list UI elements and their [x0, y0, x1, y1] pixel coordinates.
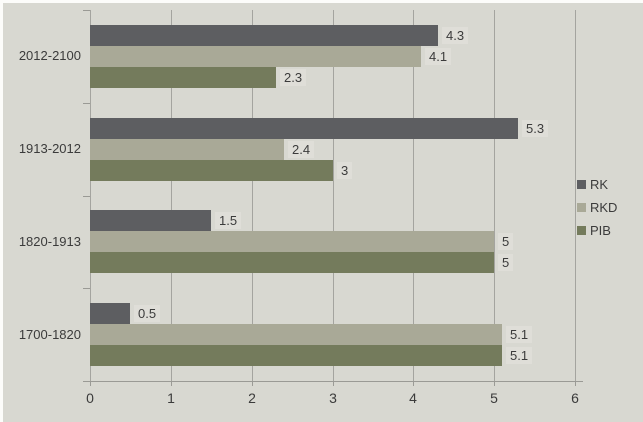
- x-axis-tick: [494, 382, 495, 386]
- x-axis-tick: [171, 382, 172, 386]
- y-axis-tick: [83, 196, 90, 197]
- gridline: [90, 10, 91, 381]
- gridline: [333, 10, 334, 381]
- category-label: 2012-2100: [18, 48, 81, 63]
- legend-swatch-icon: [577, 203, 586, 212]
- legend-item-pib: PIB: [577, 224, 617, 237]
- value-label: 5.1: [506, 326, 533, 343]
- value-label: 3: [337, 162, 353, 179]
- gridline: [171, 10, 172, 381]
- bar-pib-2012-2100: [90, 67, 276, 88]
- x-axis-tick: [413, 382, 414, 386]
- gridline: [413, 10, 414, 381]
- bar-rk-1700-1820: [90, 303, 130, 324]
- x-axis-tick: [575, 382, 576, 386]
- y-axis-tick: [83, 103, 90, 104]
- x-axis-tick: [333, 382, 334, 386]
- category-label: 1700-1820: [18, 327, 81, 342]
- x-tick-label: 1: [167, 390, 175, 406]
- value-label: 5.3: [522, 120, 549, 137]
- bar-rkd-1700-1820: [90, 324, 502, 345]
- x-tick-label: 5: [490, 390, 498, 406]
- bar-rkd-1913-2012: [90, 139, 284, 160]
- value-label: 4.1: [425, 48, 452, 65]
- value-label: 2.3: [280, 69, 307, 86]
- legend: RK RKD PIB: [577, 178, 617, 247]
- legend-swatch-icon: [577, 226, 586, 235]
- bar-chart: 4.3 4.1 2.3 5.3 2.4 3 1.5 5 5 0.5 5.1 5.1 2012-2100…: [3, 3, 643, 422]
- x-tick-label: 6: [571, 390, 579, 406]
- y-axis-tick: [83, 288, 90, 289]
- value-label: 5: [498, 233, 514, 250]
- gridline: [494, 10, 495, 381]
- legend-label: RKD: [590, 200, 618, 215]
- bar-rk-2012-2100: [90, 25, 438, 46]
- bar-pib-1820-1913: [90, 252, 494, 273]
- legend-item-rk: RK: [577, 178, 617, 191]
- bar-rkd-1820-1913: [90, 231, 494, 252]
- x-axis-line: [86, 381, 583, 382]
- bar-pib-1913-2012: [90, 160, 333, 181]
- x-tick-label: 4: [409, 390, 417, 406]
- value-label: 2.4: [288, 141, 315, 158]
- plot-area: 4.3 4.1 2.3 5.3 2.4 3 1.5 5 5 0.5 5.1 5.1: [83, 10, 576, 382]
- category-label: 1820-1913: [18, 234, 81, 249]
- x-tick-label: 3: [329, 390, 337, 406]
- legend-item-rkd: RKD: [577, 201, 617, 214]
- x-tick-label: 2: [248, 390, 256, 406]
- x-tick-label: 0: [86, 390, 94, 406]
- bar-pib-1700-1820: [90, 345, 502, 366]
- bar-rk-1820-1913: [90, 210, 211, 231]
- legend-swatch-icon: [577, 180, 586, 189]
- bar-rk-1913-2012: [90, 118, 518, 139]
- value-label: 4.3: [442, 27, 469, 44]
- gridline: [252, 10, 253, 381]
- value-label: 0.5: [134, 305, 161, 322]
- value-label: 5.1: [506, 347, 533, 364]
- y-axis-tick: [83, 10, 90, 11]
- x-axis-tick: [90, 382, 91, 386]
- legend-label: PIB: [590, 223, 611, 238]
- category-label: 1913-2012: [18, 141, 81, 156]
- x-axis-tick: [252, 382, 253, 386]
- bar-rkd-2012-2100: [90, 46, 421, 67]
- legend-label: RK: [590, 177, 609, 192]
- gridline: [575, 10, 576, 381]
- value-label: 1.5: [215, 212, 242, 229]
- value-label: 5: [498, 254, 514, 271]
